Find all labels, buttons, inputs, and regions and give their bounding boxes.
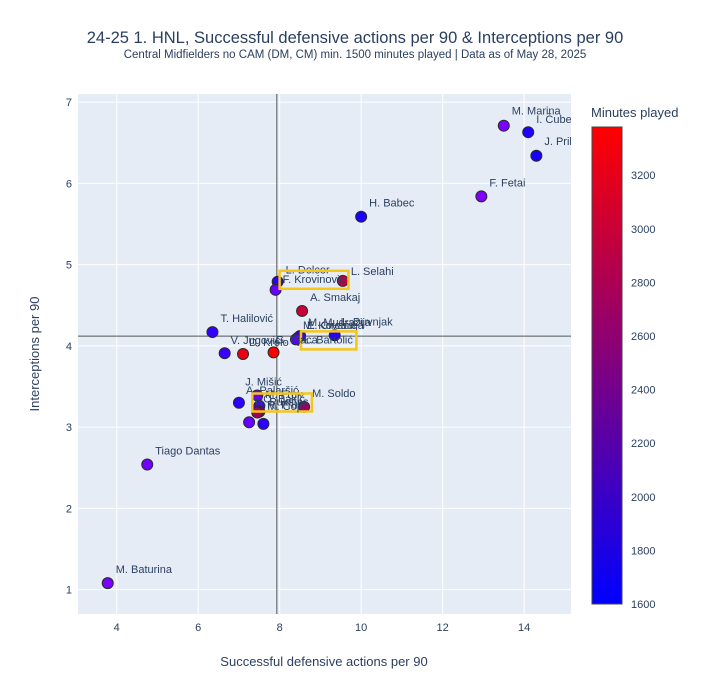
point-label: N. Pukštas bbox=[255, 397, 309, 409]
chart-subtitle: Central Midfielders no CAM (DM, CM) min.… bbox=[123, 49, 587, 61]
y-tick-label: 4 bbox=[66, 341, 72, 353]
point-label: L. Duvnjak bbox=[341, 316, 393, 328]
point-label: O. Bakić bbox=[263, 394, 305, 406]
point-label: A. Smakaj bbox=[310, 292, 360, 304]
y-axis-label: Interceptions per 90 bbox=[27, 297, 42, 412]
chart-title: 24-25 1. HNL, Successful defensive actio… bbox=[86, 29, 624, 47]
point-label: I. Čubelić bbox=[536, 113, 582, 126]
highlight-box bbox=[251, 392, 314, 413]
data-point[interactable] bbox=[101, 577, 114, 590]
point-label: M. Mudražija bbox=[308, 317, 372, 329]
colorbar-ticks: 1600 1800 2000 2200 2400 2600 2800 3000 3200 bbox=[631, 170, 655, 611]
data-point[interactable] bbox=[522, 126, 535, 139]
point-label: T. Halilović bbox=[220, 313, 273, 325]
colorbar-title: Minutes played bbox=[591, 105, 678, 120]
point-label: G. Pjaca bbox=[276, 334, 319, 346]
data-point[interactable] bbox=[257, 417, 270, 430]
grid-lines bbox=[78, 94, 571, 614]
x-tick-label: 6 bbox=[195, 622, 201, 634]
point-label: V. Jugović bbox=[231, 335, 281, 347]
point-label: M. Kovačić bbox=[303, 320, 357, 332]
y-axis-ticks: 1 2 3 4 5 6 7 bbox=[66, 97, 72, 597]
data-point[interactable] bbox=[206, 326, 219, 339]
y-tick-label: 1 bbox=[66, 585, 72, 597]
data-point[interactable] bbox=[141, 458, 154, 471]
colorbar-tick-label: 2000 bbox=[631, 492, 655, 504]
point-label: F. Fetai bbox=[489, 177, 525, 189]
x-tick-label: 12 bbox=[437, 622, 449, 634]
data-point[interactable] bbox=[218, 347, 231, 360]
data-point[interactable] bbox=[267, 346, 280, 359]
highlight-box bbox=[278, 269, 350, 291]
point-label: L. Selahi bbox=[351, 266, 394, 278]
data-point[interactable] bbox=[530, 149, 543, 162]
point-label: J. Pribanović bbox=[544, 136, 607, 148]
colorbar-tick-label: 3200 bbox=[631, 170, 655, 182]
colorbar-tick-label: 1600 bbox=[631, 599, 655, 611]
point-label: M. Soldo bbox=[312, 388, 355, 400]
plot-area bbox=[78, 94, 571, 614]
point-label: D. Krolo bbox=[249, 337, 289, 349]
x-tick-label: 8 bbox=[277, 622, 283, 634]
point-label: M. Baturina bbox=[116, 564, 173, 576]
point-label: H. Babec bbox=[369, 198, 415, 210]
data-point[interactable] bbox=[497, 119, 510, 132]
data-point[interactable] bbox=[243, 416, 256, 429]
colorbar-tick-label: 2200 bbox=[631, 438, 655, 450]
point-label: E. Ćirebulja bbox=[307, 319, 365, 332]
y-tick-label: 6 bbox=[66, 178, 72, 190]
colorbar: Minutes played 1600 1800 2000 2200 2400 2600 2… bbox=[591, 105, 678, 611]
point-label: J. Mišić bbox=[245, 376, 282, 388]
point-label: M. Marina bbox=[512, 106, 562, 118]
x-tick-label: 10 bbox=[355, 622, 367, 634]
colorbar-gradient bbox=[591, 126, 623, 605]
data-point[interactable] bbox=[237, 348, 250, 360]
x-axis-ticks: 4 6 8 10 12 14 bbox=[114, 622, 531, 634]
colorbar-tick-label: 3000 bbox=[631, 224, 655, 236]
point-label: Tiago Dantas bbox=[155, 446, 221, 458]
highlight-box bbox=[299, 330, 358, 351]
point-label: R. Fruk bbox=[267, 399, 304, 411]
x-axis-label: Successful defensive actions per 90 bbox=[220, 654, 427, 669]
point-label: M. Čop bbox=[267, 400, 302, 413]
colorbar-tick-label: 2800 bbox=[631, 277, 655, 289]
x-tick-label: 14 bbox=[518, 622, 530, 634]
colorbar-tick-label: 1800 bbox=[631, 545, 655, 557]
colorbar-tick-label: 2400 bbox=[631, 385, 655, 397]
y-tick-label: 2 bbox=[66, 503, 72, 515]
data-point[interactable] bbox=[232, 396, 245, 409]
y-tick-label: 7 bbox=[66, 97, 72, 109]
data-point[interactable] bbox=[296, 304, 309, 317]
point-label: F. Krovinović bbox=[283, 274, 346, 286]
y-tick-label: 3 bbox=[66, 422, 72, 434]
point-label: Ł. Bartolić bbox=[304, 334, 353, 346]
y-tick-label: 5 bbox=[66, 260, 72, 272]
colorbar-tick-label: 2600 bbox=[631, 331, 655, 343]
point-label: M. Fruk bbox=[265, 389, 303, 401]
data-point[interactable] bbox=[355, 210, 368, 223]
data-point[interactable] bbox=[475, 190, 488, 203]
x-tick-label: 4 bbox=[114, 622, 120, 634]
